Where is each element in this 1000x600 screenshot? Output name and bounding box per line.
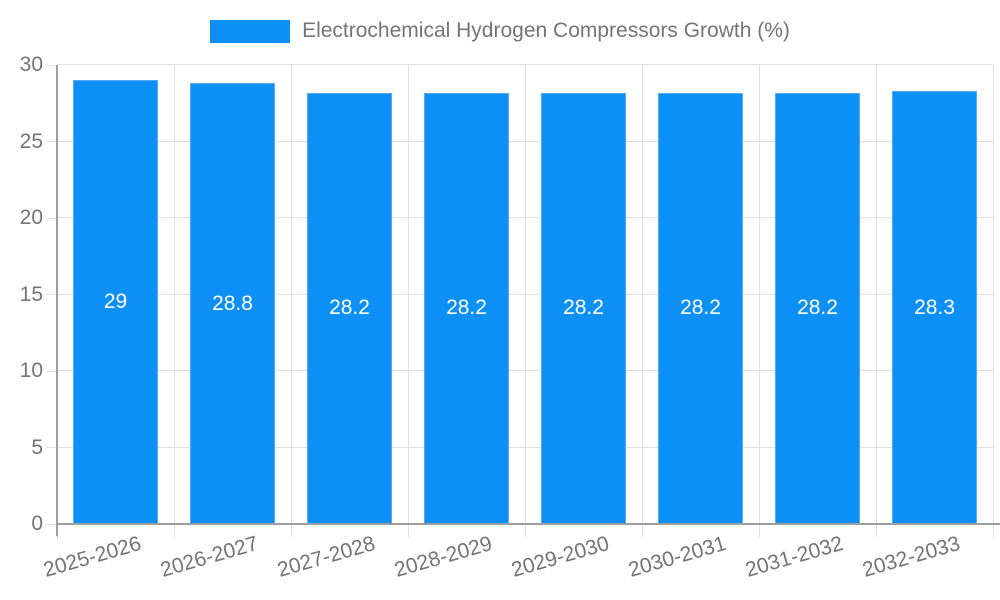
gridline-vertical <box>758 65 760 524</box>
x-axis-tick-label: 2029-2030 <box>508 532 612 582</box>
plot-area: 29 28.8 28.2 28.2 28.2 28.2 28.2 28.3 <box>57 64 994 524</box>
x-axis-tick <box>290 525 292 537</box>
gridline-vertical <box>173 65 175 524</box>
y-axis-tick <box>46 294 56 295</box>
bar: 29 <box>73 80 158 524</box>
y-axis-tick <box>46 523 56 525</box>
y-axis-tick-label: 5 <box>31 435 43 459</box>
y-axis-tick <box>46 64 56 66</box>
chart-legend: Electrochemical Hydrogen Compressors Gro… <box>0 17 1000 45</box>
x-axis-tick <box>875 525 877 537</box>
bar: 28.2 <box>541 92 626 524</box>
x-axis-tick <box>992 525 994 537</box>
gridline-vertical <box>524 65 526 524</box>
y-axis-tick-label: 20 <box>19 206 43 229</box>
x-axis-tick-label: 2026-2027 <box>157 532 261 582</box>
y-axis-tick-label: 10 <box>19 359 43 382</box>
y-axis-tick <box>46 141 56 142</box>
y-axis-tick-label: 30 <box>19 53 43 76</box>
legend-label: Electrochemical Hydrogen Compressors Gro… <box>302 19 790 42</box>
bar: 28.3 <box>892 91 977 524</box>
bar: 28.2 <box>658 92 743 524</box>
bar-value-label: 28.2 <box>680 296 721 320</box>
gridline-vertical <box>290 65 292 524</box>
bar-value-label: 28.2 <box>329 296 370 320</box>
x-axis-tick-label: 2030-2031 <box>625 532 729 582</box>
gridline-vertical <box>992 65 994 524</box>
bar-value-label: 28.2 <box>446 296 487 320</box>
bar-value-label: 28.2 <box>563 296 604 320</box>
bar-value-label: 28.3 <box>914 295 955 319</box>
gridline-vertical <box>407 65 409 524</box>
y-axis-tick-label: 15 <box>19 282 43 306</box>
bar: 28.2 <box>307 92 392 524</box>
bar: 28.8 <box>190 83 275 524</box>
x-axis-tick <box>407 525 409 537</box>
gridline-horizontal <box>57 64 993 65</box>
x-axis-tick-label: 2028-2029 <box>391 532 495 582</box>
x-axis-tick <box>641 525 643 537</box>
y-axis-tick-label: 25 <box>19 129 43 153</box>
y-axis-line <box>56 65 58 536</box>
x-axis-tick <box>758 525 760 537</box>
x-axis-tick <box>56 525 58 537</box>
bar-value-label: 28.2 <box>797 296 838 320</box>
x-axis-tick-label: 2027-2028 <box>274 532 378 582</box>
bar: 28.2 <box>424 92 509 524</box>
x-axis-tick-label: 2032-2033 <box>859 532 963 582</box>
bar-value-label: 29 <box>103 290 128 314</box>
bar-value-label: 28.8 <box>212 291 253 315</box>
x-axis-tick <box>524 525 526 537</box>
y-axis-tick <box>46 447 56 448</box>
y-axis-tick <box>46 370 56 372</box>
x-axis-tick-label: 2025-2026 <box>40 532 144 582</box>
x-axis-line <box>56 523 1000 525</box>
x-axis-tick <box>173 525 175 537</box>
bar: 28.2 <box>775 92 860 524</box>
y-axis-tick <box>46 217 56 219</box>
x-axis-tick-label: 2031-2032 <box>742 532 846 582</box>
legend-swatch-icon <box>210 19 291 43</box>
y-axis-tick-label: 0 <box>31 512 43 535</box>
gridline-vertical <box>875 65 877 524</box>
gridline-vertical <box>641 65 643 524</box>
